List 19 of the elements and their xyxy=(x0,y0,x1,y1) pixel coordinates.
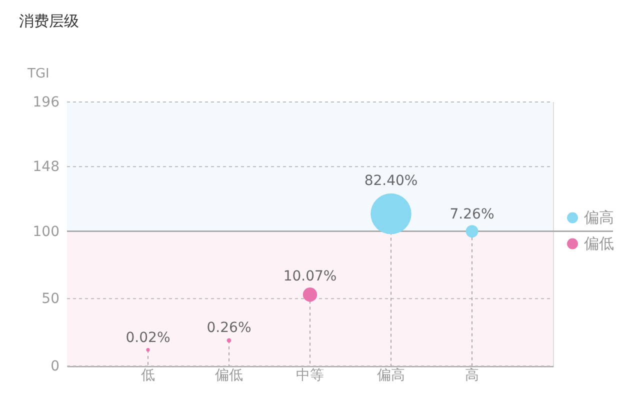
x-tick-label: 低 xyxy=(141,368,155,384)
annotation: 0.02% xyxy=(126,330,170,346)
y-tick-label: 100 xyxy=(32,224,60,240)
x-tick-label: 偏高 xyxy=(377,368,405,384)
annotation: 10.07% xyxy=(283,268,337,285)
y-tick-label: 148 xyxy=(32,159,60,176)
annotation: 0.26% xyxy=(206,320,252,336)
y-tick-label: 196 xyxy=(32,94,60,110)
x-tick-label: 偏低 xyxy=(215,368,243,384)
y-tick-label: 50 xyxy=(42,291,60,308)
y-tick-label: 0 xyxy=(50,358,60,374)
chart-title: 消费层级 xyxy=(19,12,79,30)
legend-label: 偏低 xyxy=(584,234,614,253)
x-tick-label: 中等 xyxy=(296,368,324,384)
x-tick-label: 高 xyxy=(465,368,479,384)
legend-label: 偏高 xyxy=(584,208,614,227)
y-axis-title: TGI xyxy=(26,66,50,82)
annotation: 7.26% xyxy=(450,206,494,222)
annotation: 82.40% xyxy=(364,172,418,189)
